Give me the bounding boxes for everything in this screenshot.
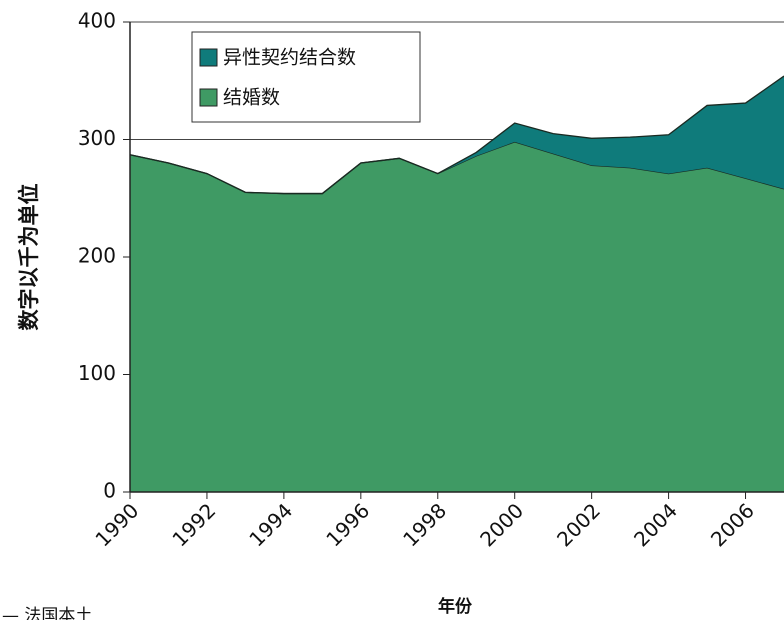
x-tick-label: 1994 (244, 498, 297, 551)
x-tick-label: 2004 (629, 498, 682, 551)
x-tick-label: 2006 (706, 498, 759, 551)
x-tick-label: 1990 (90, 498, 143, 551)
x-tick-label: 1996 (321, 498, 374, 551)
y-tick-label: 400 (78, 9, 116, 33)
area (130, 76, 784, 194)
x-tick-label: 2000 (475, 498, 528, 551)
area-edge (129, 75, 784, 195)
y-tick-label: 100 (78, 361, 116, 385)
area (130, 141, 784, 492)
legend-swatch (199, 88, 218, 107)
y-tick-label: 200 (78, 244, 116, 268)
areas (129, 75, 784, 492)
x-tick-label: 2002 (552, 498, 605, 551)
y-tick-label: 300 (78, 126, 116, 150)
legend-label: 异性契约结合数 (223, 47, 356, 69)
y-tick-label: 0 (103, 479, 116, 503)
y-axis-label: 数字以千为单位 (17, 184, 41, 331)
legend-swatch (199, 48, 218, 67)
x-tick-label: 1998 (398, 498, 451, 551)
legend-label: 结婚数 (223, 87, 280, 109)
source-note: — 法国本土 (2, 606, 92, 620)
legend-box (191, 31, 421, 123)
x-axis-label: 年份 (438, 596, 473, 617)
x-tick-label: 1992 (167, 498, 220, 551)
